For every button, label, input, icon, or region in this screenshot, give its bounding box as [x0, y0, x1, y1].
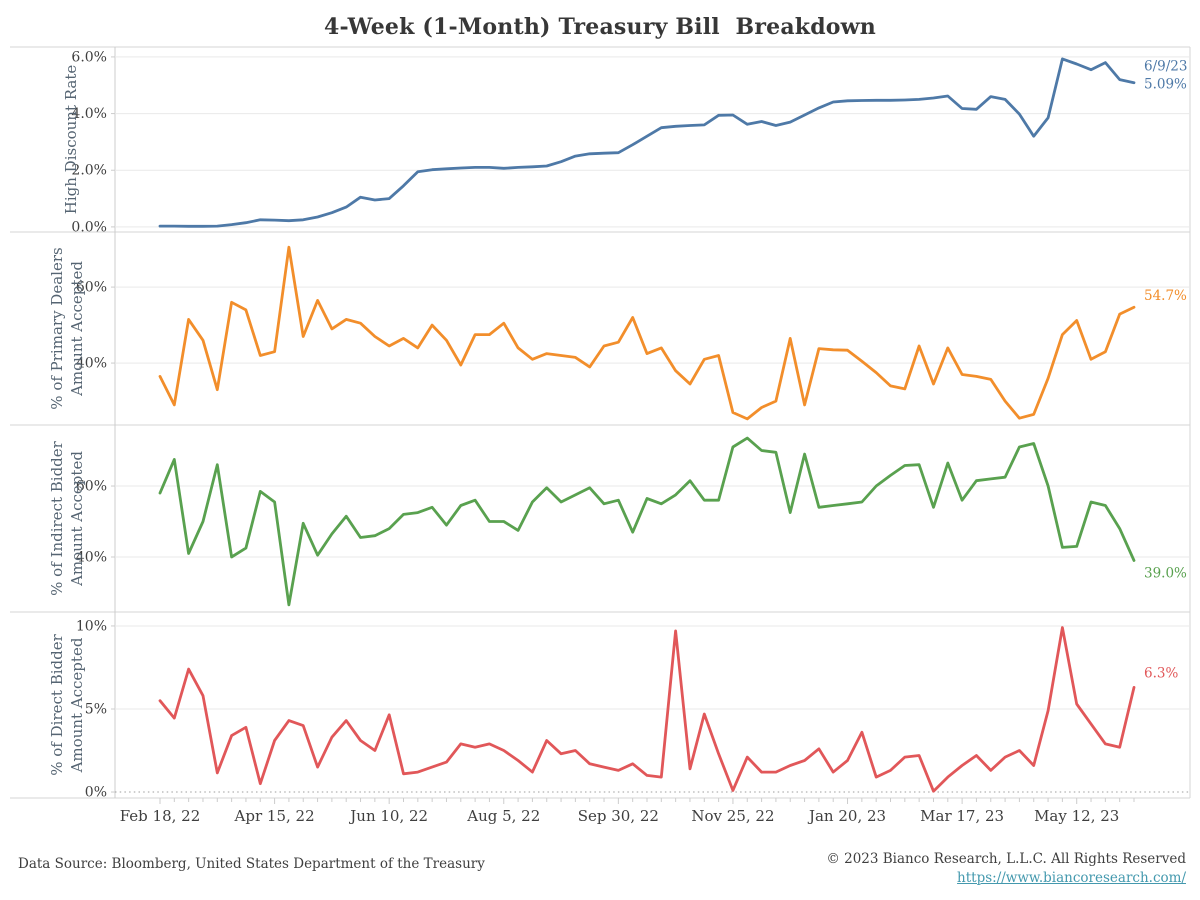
- y-tick-label: 4.0%: [71, 106, 107, 122]
- y-axis-title: High Discount Rate: [62, 65, 80, 215]
- y-axis-title: Amount Accepted: [68, 261, 86, 397]
- annotation-primary-dealers: 54.7%: [1144, 288, 1187, 304]
- y-tick-label: 60%: [76, 479, 107, 495]
- page-title: 4-Week (1-Month) Treasury Bill Breakdown: [323, 14, 877, 40]
- series-indirect-bidder: [158, 436, 1136, 607]
- y-axis-title: Amount Accepted: [68, 637, 86, 773]
- series-direct-bidder: [158, 626, 1136, 793]
- copyright-block: © 2023 Bianco Research, L.L.C. All Right…: [826, 850, 1186, 888]
- x-tick-label: Apr 15, 22: [234, 807, 315, 825]
- x-tick-label: May 12, 23: [1034, 807, 1119, 825]
- y-axis-title: Amount Accepted: [68, 451, 86, 587]
- copyright-text: © 2023 Bianco Research, L.L.C. All Right…: [826, 851, 1186, 867]
- y-tick-label: 5%: [85, 701, 107, 717]
- y-axis-title: % of Direct Bidder: [48, 633, 66, 775]
- y-tick-label: 40%: [76, 356, 107, 372]
- x-tick-label: Aug 5, 22: [466, 807, 540, 825]
- series-primary-dealers: [158, 245, 1136, 421]
- bianco-research-link[interactable]: https://www.biancoresearch.com/: [957, 870, 1186, 886]
- x-tick-label: Mar 17, 23: [920, 807, 1004, 825]
- x-tick-label: Nov 25, 22: [691, 807, 774, 825]
- annotation-high-discount-rate: 5.09%: [1144, 77, 1187, 93]
- series-high-discount-rate: [158, 57, 1136, 228]
- y-tick-label: 6.0%: [71, 49, 107, 65]
- chart-canvas: 0.0% 2.0% 4.0% 6.0% High Discount Rate 6/9/23…: [10, 46, 1191, 825]
- data-source-note: Data Source: Bloomberg, United States De…: [18, 856, 485, 872]
- y-tick-label: 0%: [85, 785, 107, 801]
- x-tick-label: Sep 30, 22: [578, 807, 659, 825]
- y-tick-label: 60%: [76, 280, 107, 296]
- annotation-indirect-bidder: 39.0%: [1144, 566, 1187, 582]
- y-axis-title: % of Primary Dealers: [48, 247, 66, 409]
- x-tick-label: Jun 10, 22: [348, 807, 428, 825]
- annotation-direct-bidder: 6.3%: [1144, 665, 1178, 681]
- y-tick-label: 2.0%: [71, 163, 107, 179]
- y-tick-label: 40%: [76, 550, 107, 566]
- y-axis-title: % of Indirect Bidder: [48, 440, 66, 596]
- x-tick-label: Feb 18, 22: [120, 807, 201, 825]
- treasury-bill-chart: 0.0% 2.0% 4.0% 6.0%High Discount Rate 6/9/23…: [10, 46, 1191, 825]
- x-tick-label: Jan 20, 23: [807, 807, 886, 825]
- y-tick-label: 10%: [76, 618, 107, 634]
- annotation-high-discount-rate: 6/9/23: [1144, 59, 1187, 75]
- y-tick-label: 0.0%: [71, 219, 107, 235]
